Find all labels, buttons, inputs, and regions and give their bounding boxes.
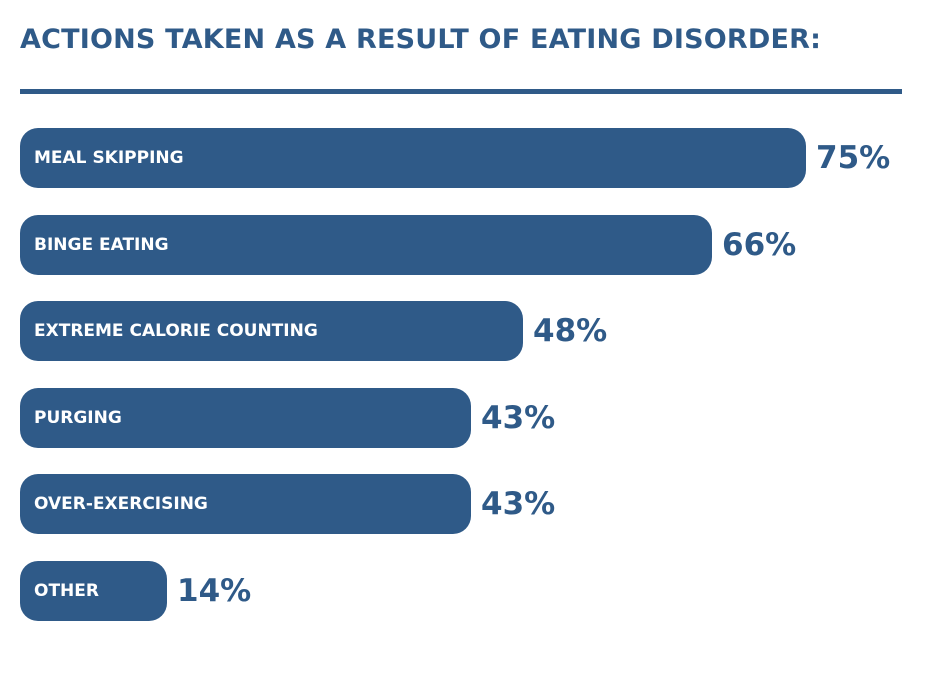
bar-label: OVER-EXERCISING — [34, 494, 208, 514]
bar-label: OTHER — [34, 581, 99, 601]
bar-label: EXTREME CALORIE COUNTING — [34, 321, 318, 341]
bar-value-label: 66% — [722, 227, 797, 263]
bar-label: MEAL SKIPPING — [34, 148, 184, 168]
bar-value-label: 48% — [533, 313, 608, 349]
bar-label: BINGE EATING — [34, 235, 169, 255]
bar: OTHER — [20, 561, 167, 621]
bar: BINGE EATING — [20, 215, 712, 275]
bar: EXTREME CALORIE COUNTING — [20, 301, 523, 361]
bar: MEAL SKIPPING — [20, 128, 806, 188]
bar: OVER-EXERCISING — [20, 474, 471, 534]
bar-value-label: 43% — [481, 400, 556, 436]
bar-value-label: 43% — [481, 486, 556, 522]
bar-value-label: 14% — [177, 573, 252, 609]
bar-label: PURGING — [34, 408, 122, 428]
chart-title: ACTIONS TAKEN AS A RESULT OF EATING DISO… — [20, 24, 822, 55]
bar-value-label: 75% — [816, 140, 891, 176]
title-divider — [20, 89, 902, 94]
bar: PURGING — [20, 388, 471, 448]
